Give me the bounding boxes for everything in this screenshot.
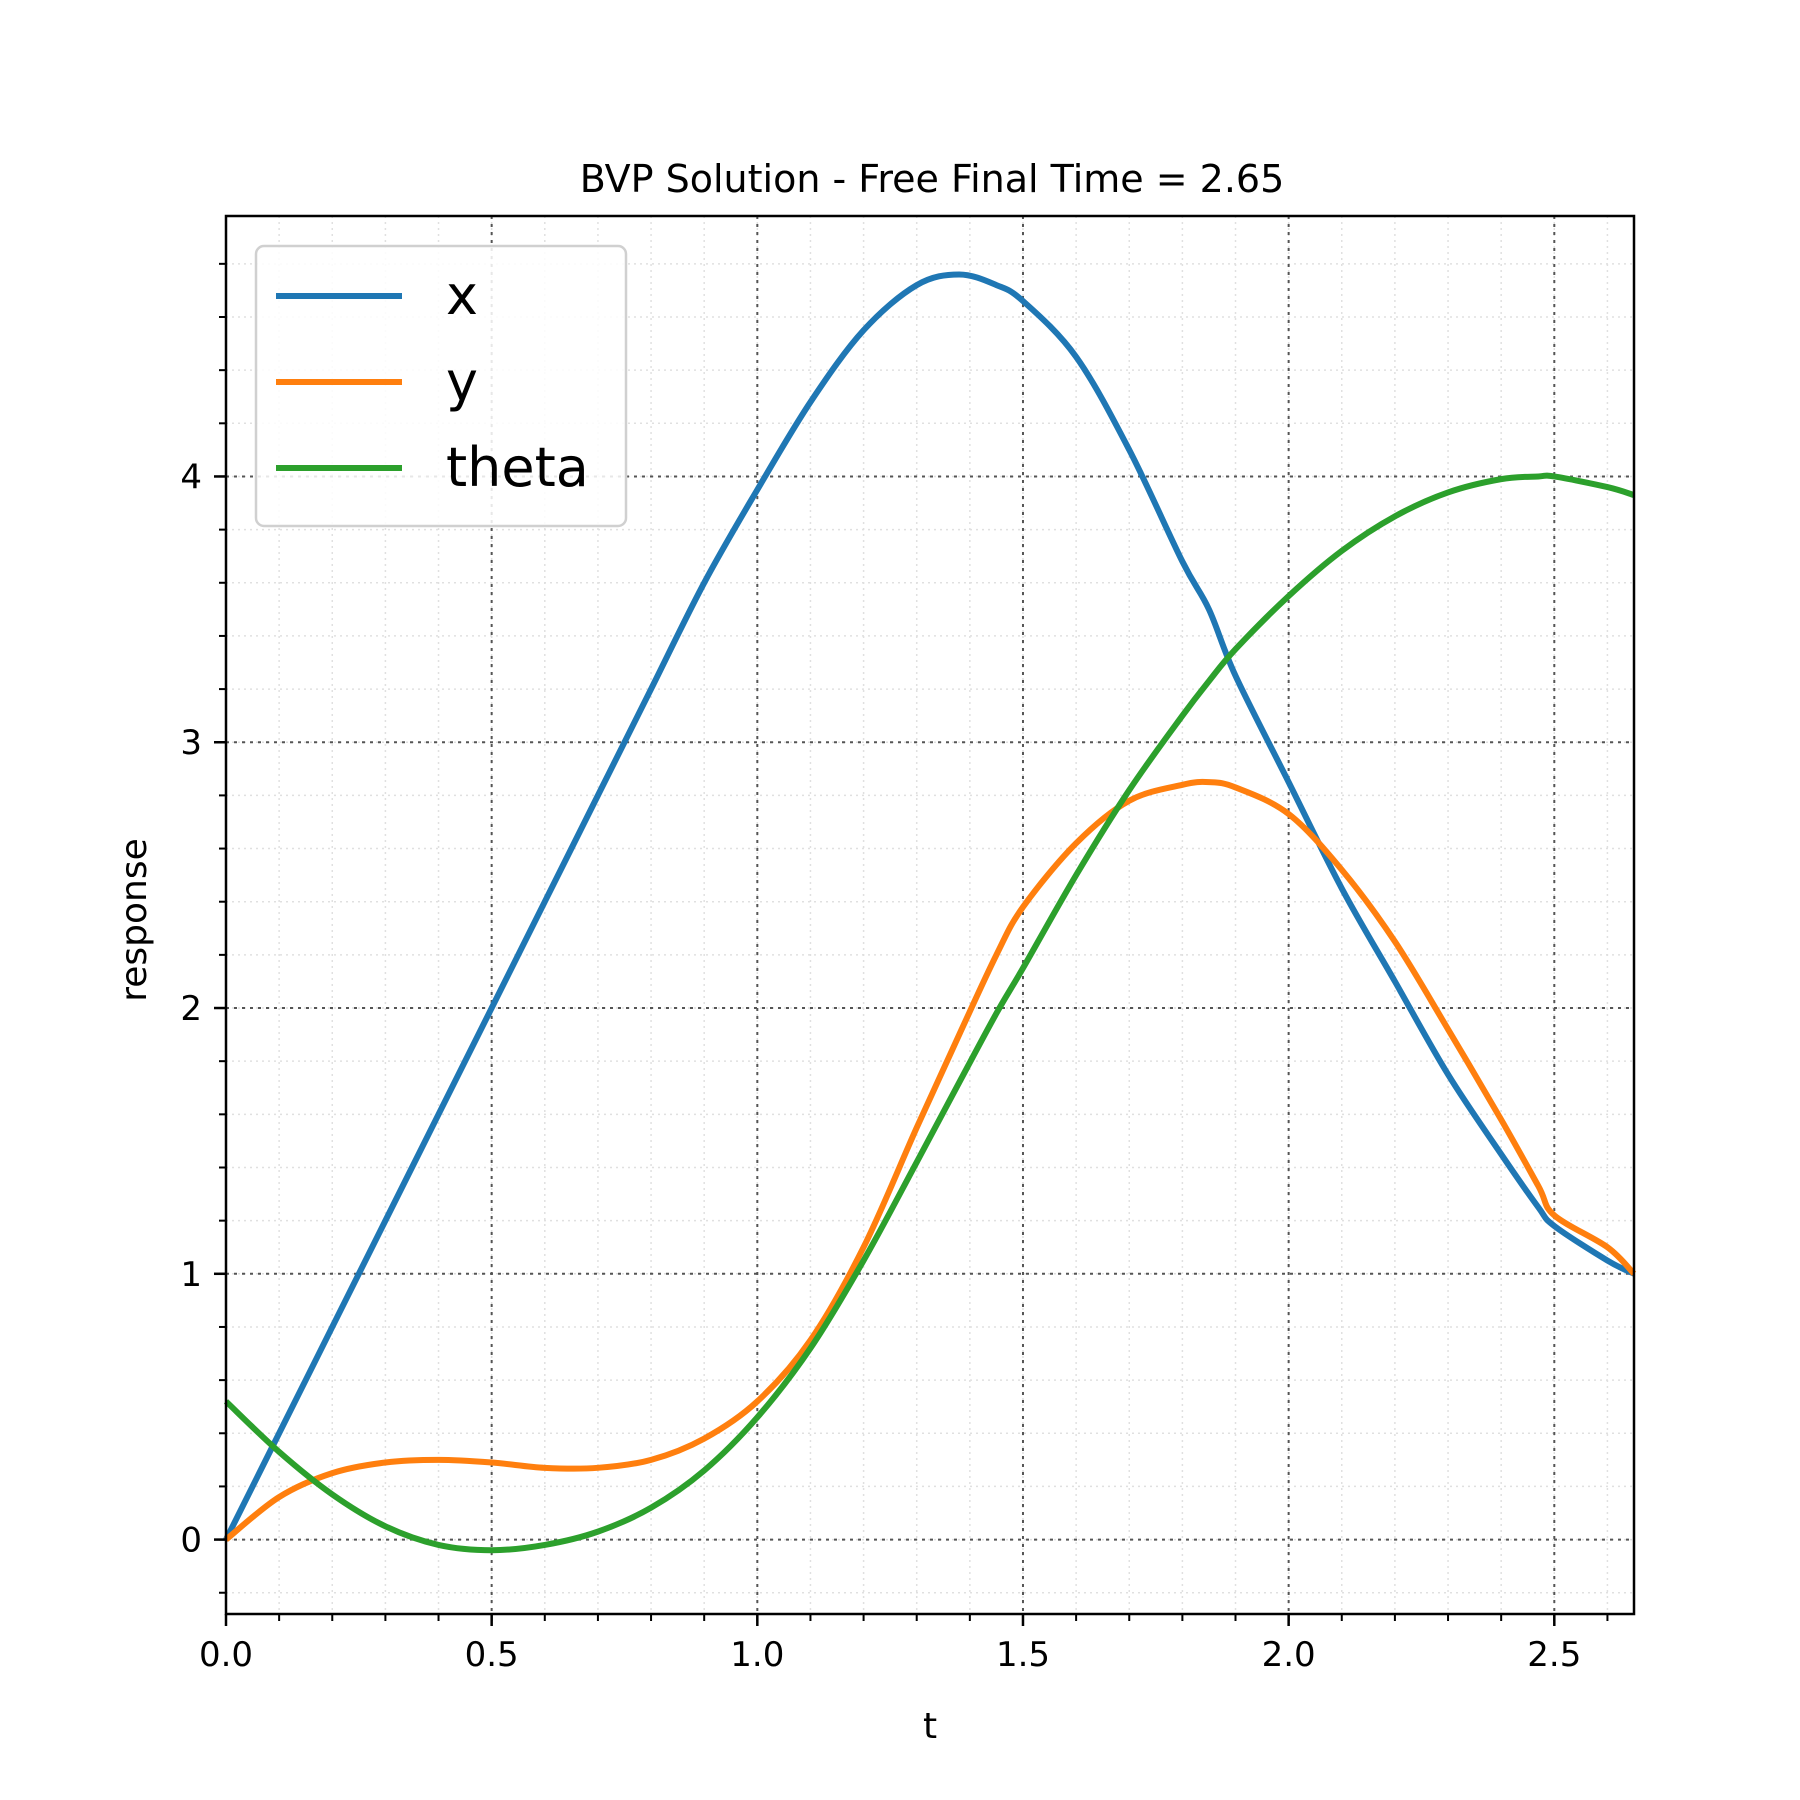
series-line-x [223,271,1636,1541]
chart-title: BVP Solution - Free Final Time = 2.65 [580,157,1285,201]
y-tick-label: 4 [180,457,202,497]
series-layer [223,271,1637,1554]
x-axis-label: t [923,1706,937,1747]
series-line-theta [223,472,1635,1554]
x-tick-label: 0.5 [465,1635,519,1675]
y-axis-label: response [114,838,155,1002]
x-tick-label: 0.0 [199,1635,253,1675]
x-tick-label: 2.0 [1262,1635,1316,1675]
legend-label-theta: theta [446,436,589,499]
axis-ticks: 0.0 0.5 1.0 1.5 2.0 2.5 0 1 2 3 4 [180,262,1609,1675]
legend-label-x: x [446,264,478,327]
x-tick-label: 1.5 [996,1635,1050,1675]
y-tick-label: 2 [180,989,202,1029]
plot-frame [224,214,1636,1616]
y-tick-label: 3 [180,723,202,763]
y-tick-label: 1 [180,1255,202,1295]
legend-label-y: y [446,350,478,413]
x-tick-label: 2.5 [1527,1635,1581,1675]
series-line-y [224,778,1637,1542]
y-tick-label: 0 [180,1521,202,1561]
x-tick-label: 1.0 [730,1635,784,1675]
legend-box [254,244,628,528]
legend: xy theta [254,244,628,528]
